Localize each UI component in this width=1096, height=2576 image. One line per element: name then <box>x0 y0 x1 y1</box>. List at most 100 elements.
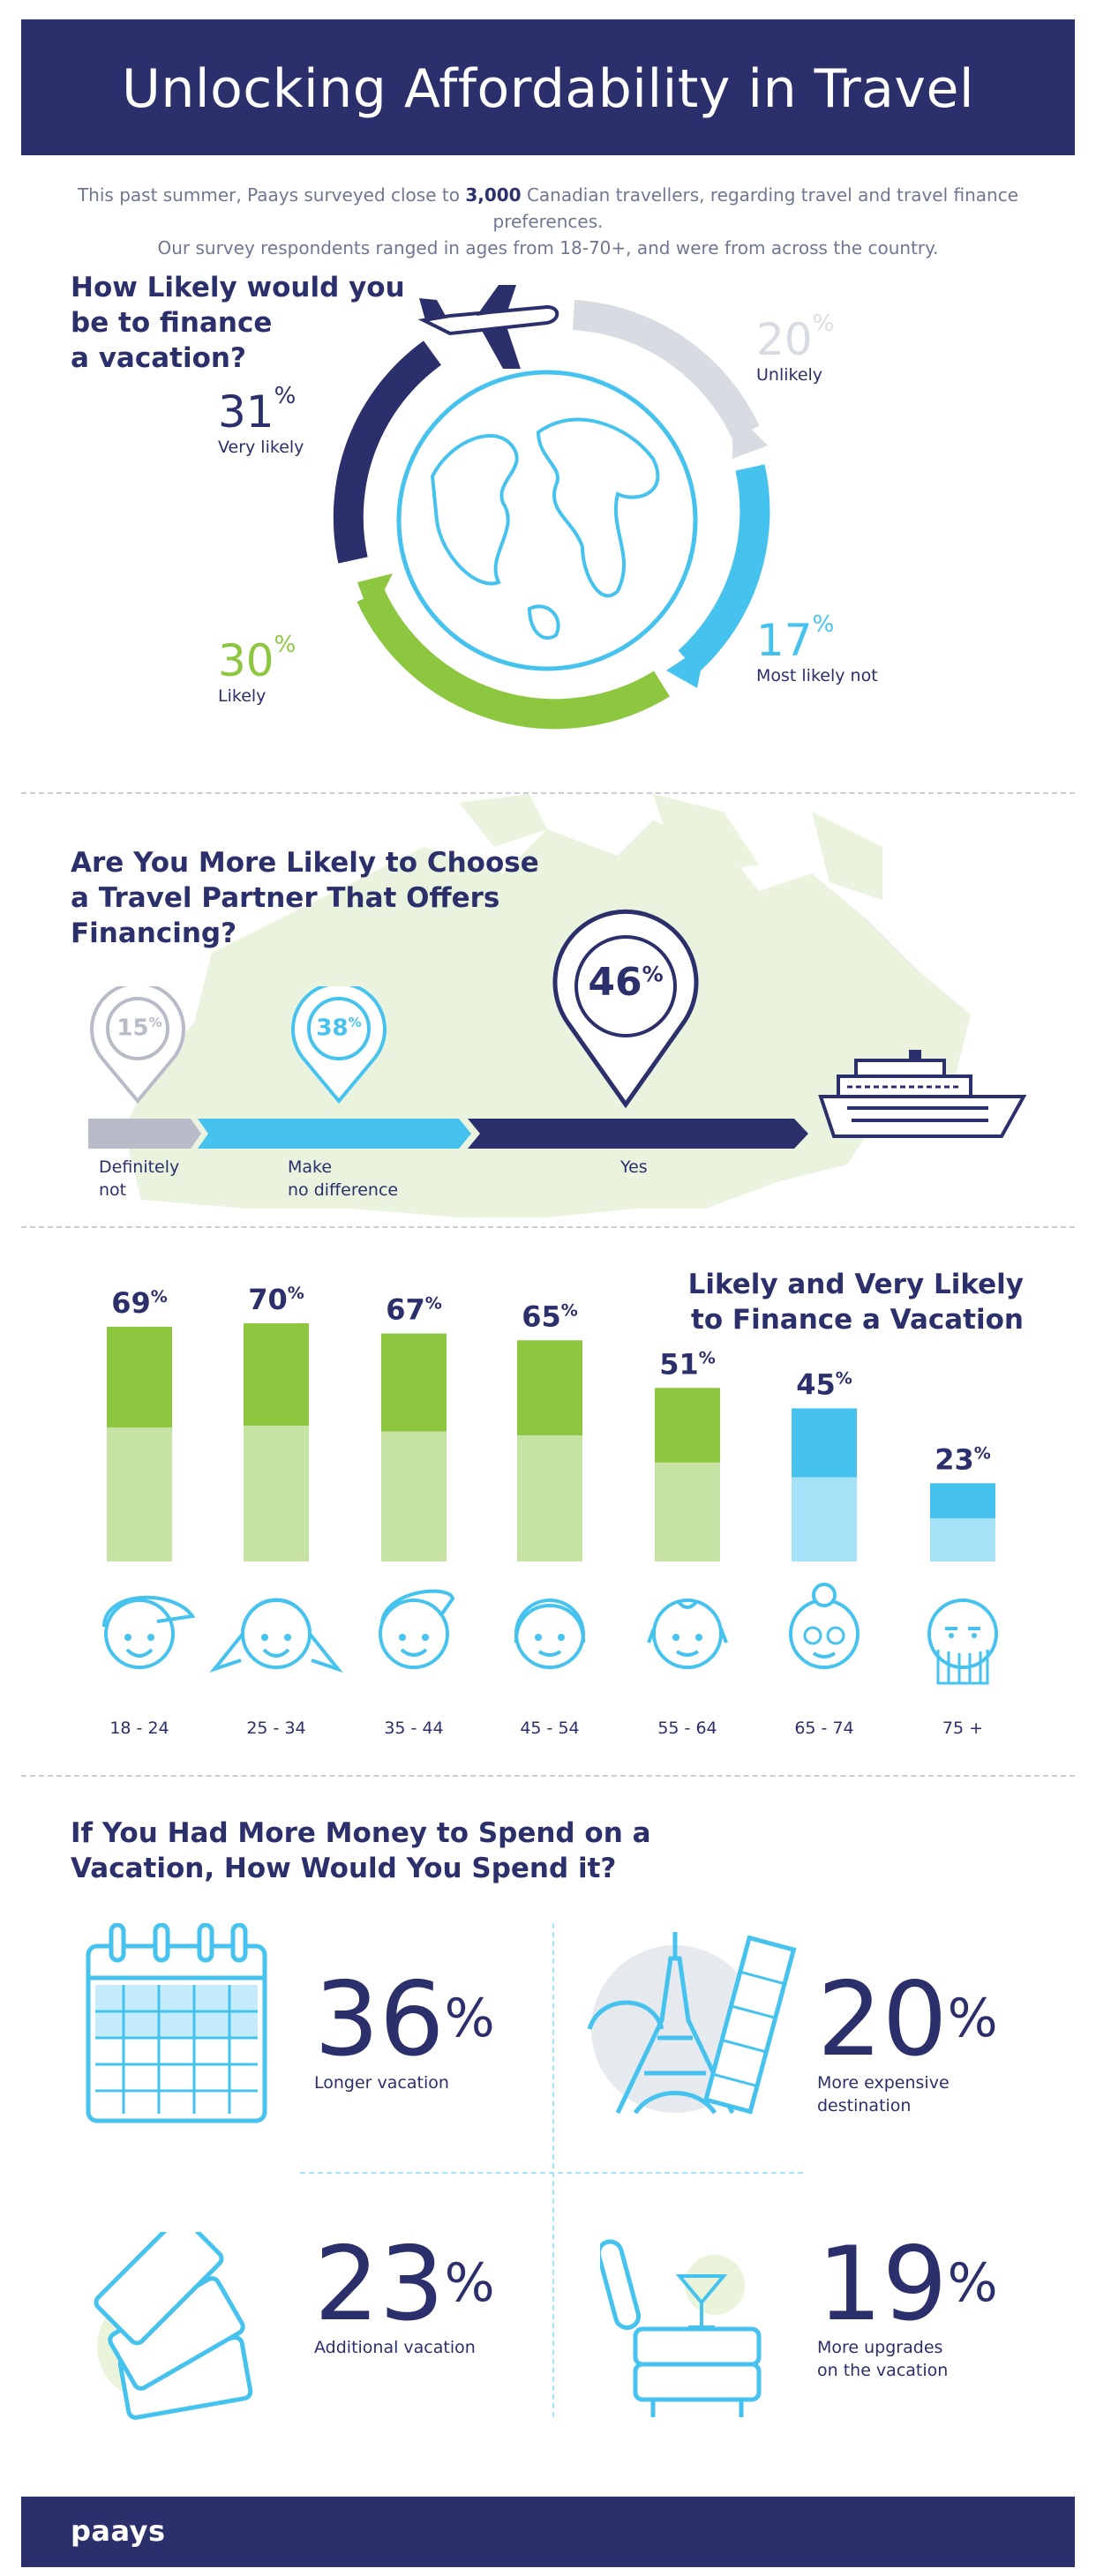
finance-unlikely: 20% Unlikely <box>756 311 835 385</box>
divider <box>21 1775 1075 1777</box>
arc-very-likely <box>333 341 442 564</box>
arc-unlikely <box>572 300 760 439</box>
age-bar-chart: 69% 70% 67% 65% 51% 45% 23% <box>107 1283 995 1561</box>
partner-label-yes: Yes <box>620 1157 648 1177</box>
partner-question-title: Are You More Likely to Choose a Travel P… <box>71 847 539 949</box>
spend-more-upgrades: 19% More upgrades on the vacation <box>817 2234 998 2382</box>
airplane-icon <box>417 285 559 369</box>
bar-value-label: 67% <box>386 1293 442 1327</box>
bar-lower-5 <box>792 1477 857 1561</box>
spend-additional-vacation: 23% Additional vacation <box>314 2234 495 2359</box>
spend-pct-more-expensive: 20% <box>817 1960 998 2079</box>
finance-very-likely: 31% Very likely <box>218 383 304 457</box>
face-45-54-icon <box>514 1599 586 1669</box>
spend-pct-more-upgrades: 19% <box>817 2225 998 2344</box>
finance-label-most-likely-not: Most likely not <box>756 666 878 685</box>
age-label: 65 - 74 <box>794 1719 854 1738</box>
age-faces <box>102 1583 998 1685</box>
finance-label-likely: Likely <box>218 686 266 706</box>
age-label: 75 + <box>942 1719 984 1738</box>
face-65-74-icon <box>789 1583 860 1669</box>
arc-likely <box>357 588 670 730</box>
bar-lower-1 <box>244 1426 309 1561</box>
spend-vertical-divider <box>552 1923 554 2417</box>
spend-question-title: If You Had More Money to Spend on a Vaca… <box>71 1817 651 1884</box>
bar-upper-6 <box>930 1483 995 1519</box>
plane-tickets-icon <box>94 2232 253 2420</box>
age-label: 35 - 44 <box>384 1719 444 1738</box>
arc-most-likely-not <box>678 464 770 673</box>
finance-pct-very-likely: 31% <box>218 383 297 438</box>
finance-question-title: How Likely would you be to finance a vac… <box>71 272 405 374</box>
bar-value-label: 23% <box>935 1442 991 1476</box>
face-55-64-icon <box>647 1599 728 1669</box>
lounge-chair-cocktail-icon <box>600 2239 762 2417</box>
bar-lower-3 <box>517 1435 582 1561</box>
finance-most-likely-not: 17% Most likely not <box>756 611 878 685</box>
spend-label-longer-vacation: Longer vacation <box>314 2073 449 2093</box>
age-chart-title: Likely and Very Likely to Finance a Vaca… <box>687 1269 1024 1336</box>
partner-label-definitely-not: Definitely not <box>99 1157 180 1200</box>
bar-lower-2 <box>381 1431 447 1561</box>
cruise-ship-icon <box>818 1050 1027 1138</box>
bar-lower-6 <box>930 1518 995 1561</box>
pin-no-difference-icon <box>291 986 387 1105</box>
calendar-icon <box>86 1923 267 2123</box>
partner-pct-definitely-not: 15% <box>116 1015 162 1042</box>
spend-label-additional-vacation: Additional vacation <box>314 2338 476 2357</box>
pin-yes-icon <box>552 909 699 1109</box>
intro-line-2: Our survey respondents ranged in ages fr… <box>157 237 939 258</box>
bar-upper-3 <box>517 1340 582 1436</box>
bar-upper-4 <box>655 1388 720 1463</box>
face-18-24-icon <box>102 1595 196 1669</box>
bar-value-label: 65% <box>522 1299 578 1333</box>
divider <box>21 792 1075 794</box>
finance-label-unlikely: Unlikely <box>756 365 823 385</box>
spend-pct-additional-vacation: 23% <box>314 2225 495 2344</box>
bar-upper-2 <box>381 1333 447 1432</box>
partner-label-no-difference: Make no difference <box>288 1157 399 1200</box>
canada-map-icon <box>124 794 971 1217</box>
pin-definitely-not-icon <box>90 986 185 1105</box>
bar-lower-4 <box>655 1462 720 1561</box>
age-label: 25 - 34 <box>246 1719 306 1738</box>
spend-longer-vacation: 36% Longer vacation <box>314 1969 495 2094</box>
intro-line-1: This past summer, Paays surveyed close t… <box>77 184 1019 232</box>
footer-banner: paays <box>21 2497 1075 2567</box>
finance-likely: 30% Likely <box>218 632 297 706</box>
age-label: 55 - 64 <box>657 1719 717 1738</box>
face-75-plus-icon <box>927 1599 998 1685</box>
partner-pct-yes: 46% <box>588 960 664 1005</box>
bar-upper-0 <box>107 1326 172 1428</box>
bar-value-label: 45% <box>796 1367 852 1401</box>
page-title: Unlocking Affordability in Travel <box>121 58 975 120</box>
bar-value-label: 51% <box>659 1347 716 1381</box>
bar-value-label: 70% <box>248 1283 304 1316</box>
spend-horizontal-divider <box>300 2172 803 2174</box>
paays-logo: paays <box>71 2514 166 2548</box>
bar-upper-5 <box>792 1408 857 1478</box>
bar-value-label: 69% <box>111 1286 168 1320</box>
age-category-labels: 18 - 24 25 - 34 35 - 44 45 - 54 55 - 64 65 - … <box>0 1719 1096 1745</box>
spend-label-more-upgrades: More upgrades on the vacation <box>817 2338 949 2380</box>
face-25-34-icon <box>209 1598 343 1674</box>
bar-upper-1 <box>244 1323 309 1427</box>
globe-ring-diagram <box>333 300 770 730</box>
spend-more-expensive: 20% More expensive destination <box>817 1969 998 2117</box>
spend-pct-longer-vacation: 36% <box>314 1960 495 2079</box>
header-banner: Unlocking Affordability in Travel <box>21 19 1075 155</box>
intro-text: This past summer, Paays surveyed close t… <box>53 182 1043 261</box>
landmarks-icon <box>587 1932 797 2115</box>
age-label: 18 - 24 <box>109 1719 169 1738</box>
spend-label-more-expensive: More expensive destination <box>817 2073 950 2115</box>
finance-pct-likely: 30% <box>218 632 297 686</box>
bar-lower-0 <box>107 1427 172 1561</box>
partner-pct-no-difference: 38% <box>316 1015 362 1042</box>
face-35-44-icon <box>379 1589 455 1669</box>
divider <box>21 1226 1075 1228</box>
finance-pct-unlikely: 20% <box>756 311 835 365</box>
finance-pct-most-likely-not: 17% <box>756 611 835 666</box>
finance-label-very-likely: Very likely <box>218 438 304 457</box>
age-label: 45 - 54 <box>520 1719 580 1738</box>
partner-arrow-bar <box>88 1119 808 1149</box>
